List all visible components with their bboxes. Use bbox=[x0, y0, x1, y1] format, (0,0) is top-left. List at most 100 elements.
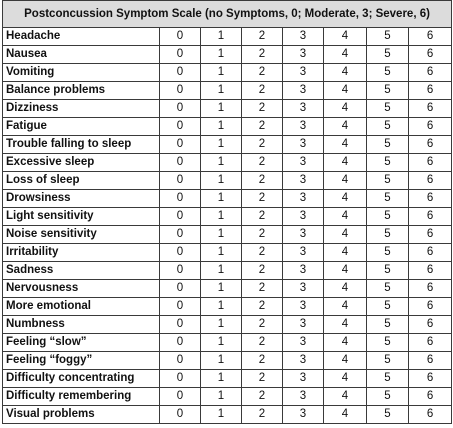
score-cell: 4 bbox=[323, 171, 367, 190]
score-cell: 3 bbox=[282, 99, 324, 118]
score-cell: 4 bbox=[323, 351, 367, 370]
score-cell: 3 bbox=[282, 189, 324, 208]
score-cell: 2 bbox=[241, 27, 283, 46]
score-cell: 1 bbox=[200, 351, 242, 370]
score-cell: 6 bbox=[407, 405, 453, 424]
score-cell: 2 bbox=[241, 135, 283, 154]
score-cell: 0 bbox=[159, 117, 201, 136]
score-cell: 6 bbox=[407, 279, 453, 298]
score-cell: 0 bbox=[159, 135, 201, 154]
table-row: Fatigue 0 1 2 3 4 5 6 bbox=[2, 117, 453, 136]
score-cell: 4 bbox=[323, 297, 367, 316]
score-cell: 5 bbox=[366, 369, 409, 388]
score-cell: 2 bbox=[241, 117, 283, 136]
score-cell: 3 bbox=[282, 333, 324, 352]
score-cell: 5 bbox=[366, 63, 409, 82]
score-cell: 0 bbox=[159, 99, 201, 118]
score-cell: 6 bbox=[407, 153, 453, 172]
score-cell: 3 bbox=[282, 135, 324, 154]
score-cell: 2 bbox=[241, 171, 283, 190]
score-cell: 3 bbox=[282, 45, 324, 64]
table-title: Postconcussion Symptom Scale (no Symptom… bbox=[1, 0, 453, 28]
score-cell: 5 bbox=[366, 27, 409, 46]
table-row: Vomiting 0 1 2 3 4 5 6 bbox=[2, 63, 453, 82]
score-cell: 1 bbox=[200, 261, 242, 280]
table-row: Visual problems 0 1 2 3 4 5 6 bbox=[2, 405, 453, 424]
symptom-name: Headache bbox=[2, 27, 160, 46]
score-cell: 4 bbox=[323, 153, 367, 172]
score-cell: 4 bbox=[323, 369, 367, 388]
score-cell: 6 bbox=[407, 261, 453, 280]
score-cell: 2 bbox=[241, 63, 283, 82]
score-cell: 6 bbox=[407, 315, 453, 334]
symptom-name: Nervousness bbox=[2, 279, 160, 298]
score-cell: 1 bbox=[200, 243, 242, 262]
score-cell: 6 bbox=[407, 207, 453, 226]
score-cell: 2 bbox=[241, 207, 283, 226]
score-cell: 2 bbox=[241, 153, 283, 172]
score-cell: 1 bbox=[200, 207, 242, 226]
score-cell: 0 bbox=[159, 243, 201, 262]
table-row: Loss of sleep 0 1 2 3 4 5 6 bbox=[2, 171, 453, 190]
score-cell: 3 bbox=[282, 153, 324, 172]
score-cell: 4 bbox=[323, 27, 367, 46]
title-row: Postconcussion Symptom Scale (no Symptom… bbox=[1, 0, 453, 28]
score-cell: 0 bbox=[159, 189, 201, 208]
score-cell: 1 bbox=[200, 117, 242, 136]
score-cell: 3 bbox=[282, 207, 324, 226]
score-cell: 6 bbox=[407, 27, 453, 46]
symptom-name: Difficulty concentrating bbox=[2, 369, 160, 388]
score-cell: 6 bbox=[407, 333, 453, 352]
score-cell: 6 bbox=[407, 81, 453, 100]
score-cell: 5 bbox=[366, 405, 409, 424]
score-cell: 1 bbox=[200, 135, 242, 154]
score-cell: 1 bbox=[200, 369, 242, 388]
table-row: Feeling “foggy” 0 1 2 3 4 5 6 bbox=[2, 351, 453, 370]
score-cell: 0 bbox=[159, 333, 201, 352]
symptom-name: Visual problems bbox=[2, 405, 160, 424]
symptom-name: Trouble falling to sleep bbox=[2, 135, 160, 154]
score-cell: 1 bbox=[200, 315, 242, 334]
score-cell: 5 bbox=[366, 387, 409, 406]
score-cell: 4 bbox=[323, 189, 367, 208]
score-cell: 5 bbox=[366, 117, 409, 136]
symptom-name: Nausea bbox=[2, 45, 160, 64]
score-cell: 4 bbox=[323, 63, 367, 82]
score-cell: 6 bbox=[407, 171, 453, 190]
score-cell: 0 bbox=[159, 153, 201, 172]
score-cell: 2 bbox=[241, 315, 283, 334]
symptom-name: Excessive sleep bbox=[2, 153, 160, 172]
symptom-name: Dizziness bbox=[2, 99, 160, 118]
symptom-name: Sadness bbox=[2, 261, 160, 280]
score-cell: 6 bbox=[407, 135, 453, 154]
score-cell: 0 bbox=[159, 387, 201, 406]
score-cell: 1 bbox=[200, 225, 242, 244]
score-cell: 3 bbox=[282, 315, 324, 334]
score-cell: 5 bbox=[366, 279, 409, 298]
score-cell: 1 bbox=[200, 189, 242, 208]
score-cell: 4 bbox=[323, 81, 367, 100]
score-cell: 5 bbox=[366, 81, 409, 100]
table-row: Difficulty concentrating 0 1 2 3 4 5 6 bbox=[2, 369, 453, 388]
score-cell: 5 bbox=[366, 189, 409, 208]
score-cell: 5 bbox=[366, 207, 409, 226]
symptom-name: Light sensitivity bbox=[2, 207, 160, 226]
score-cell: 4 bbox=[323, 207, 367, 226]
score-cell: 2 bbox=[241, 387, 283, 406]
score-cell: 6 bbox=[407, 387, 453, 406]
score-cell: 4 bbox=[323, 315, 367, 334]
score-cell: 5 bbox=[366, 225, 409, 244]
score-cell: 0 bbox=[159, 63, 201, 82]
score-cell: 1 bbox=[200, 63, 242, 82]
score-cell: 1 bbox=[200, 27, 242, 46]
table-row: Difficulty remembering 0 1 2 3 4 5 6 bbox=[2, 387, 453, 406]
score-cell: 1 bbox=[200, 153, 242, 172]
score-cell: 2 bbox=[241, 279, 283, 298]
score-cell: 5 bbox=[366, 153, 409, 172]
symptom-name: Difficulty remembering bbox=[2, 387, 160, 406]
score-cell: 2 bbox=[241, 405, 283, 424]
score-cell: 2 bbox=[241, 99, 283, 118]
symptom-name: Noise sensitivity bbox=[2, 225, 160, 244]
score-cell: 1 bbox=[200, 171, 242, 190]
